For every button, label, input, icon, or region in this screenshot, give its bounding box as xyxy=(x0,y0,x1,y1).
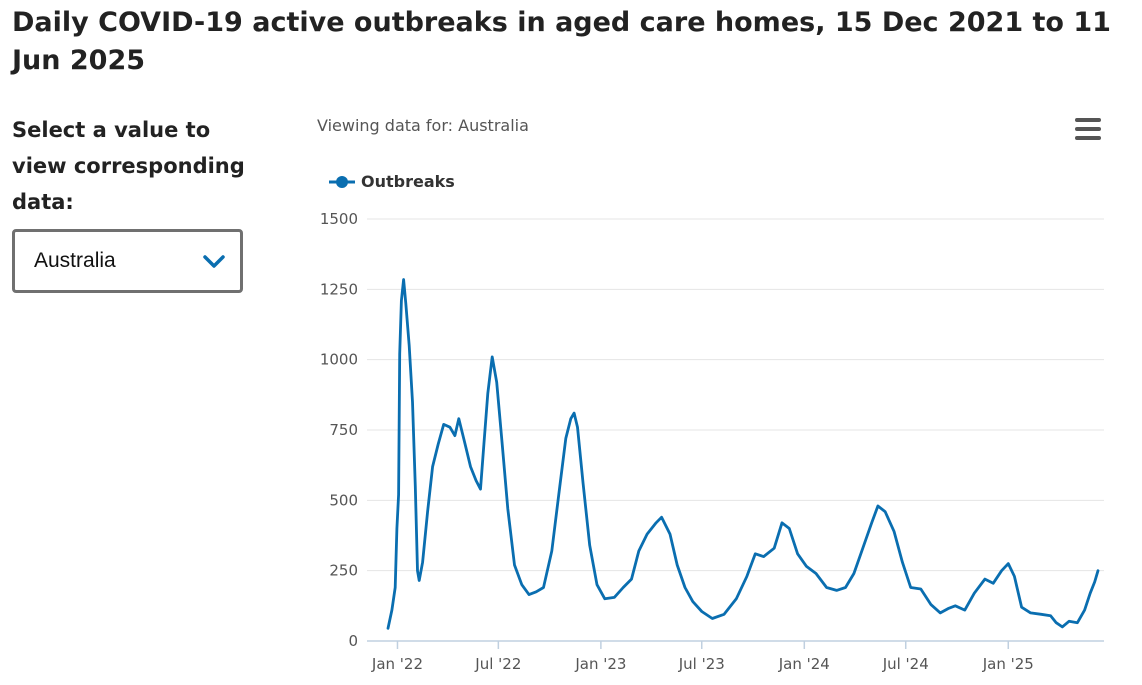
page-title: Daily COVID-19 active outbreaks in aged … xyxy=(12,7,1111,76)
legend-label: Outbreaks xyxy=(361,172,455,191)
y-tick-label: 1250 xyxy=(320,280,358,298)
x-tick-label: Jul '23 xyxy=(678,655,725,673)
x-tick-label: Jan '25 xyxy=(982,655,1034,673)
region-select-value: Australia xyxy=(34,249,116,272)
x-tick-label: Jan '22 xyxy=(371,655,423,673)
y-tick-label: 0 xyxy=(348,632,358,650)
series-line-outbreaks xyxy=(386,278,1100,630)
y-tick-label: 250 xyxy=(329,562,358,580)
chart-menu-button[interactable] xyxy=(1073,116,1103,142)
legend-series-symbol xyxy=(329,176,355,188)
x-tick-label: Jan '24 xyxy=(778,655,830,673)
chevron-down-icon xyxy=(202,252,226,272)
y-tick-label: 750 xyxy=(329,421,358,439)
x-tick-label: Jul '24 xyxy=(882,655,929,673)
region-select[interactable]: Australia xyxy=(12,229,243,293)
select-label: Select a value to view corresponding dat… xyxy=(12,118,245,214)
y-tick-label: 1500 xyxy=(320,210,358,228)
x-tick-label: Jul '22 xyxy=(474,655,521,673)
viewing-data-text: Viewing data for: Australia xyxy=(317,116,529,135)
x-tick-label: Jan '23 xyxy=(574,655,626,673)
y-tick-label: 1000 xyxy=(320,351,358,369)
hamburger-menu-icon xyxy=(1075,118,1101,122)
y-tick-label: 500 xyxy=(329,491,358,509)
